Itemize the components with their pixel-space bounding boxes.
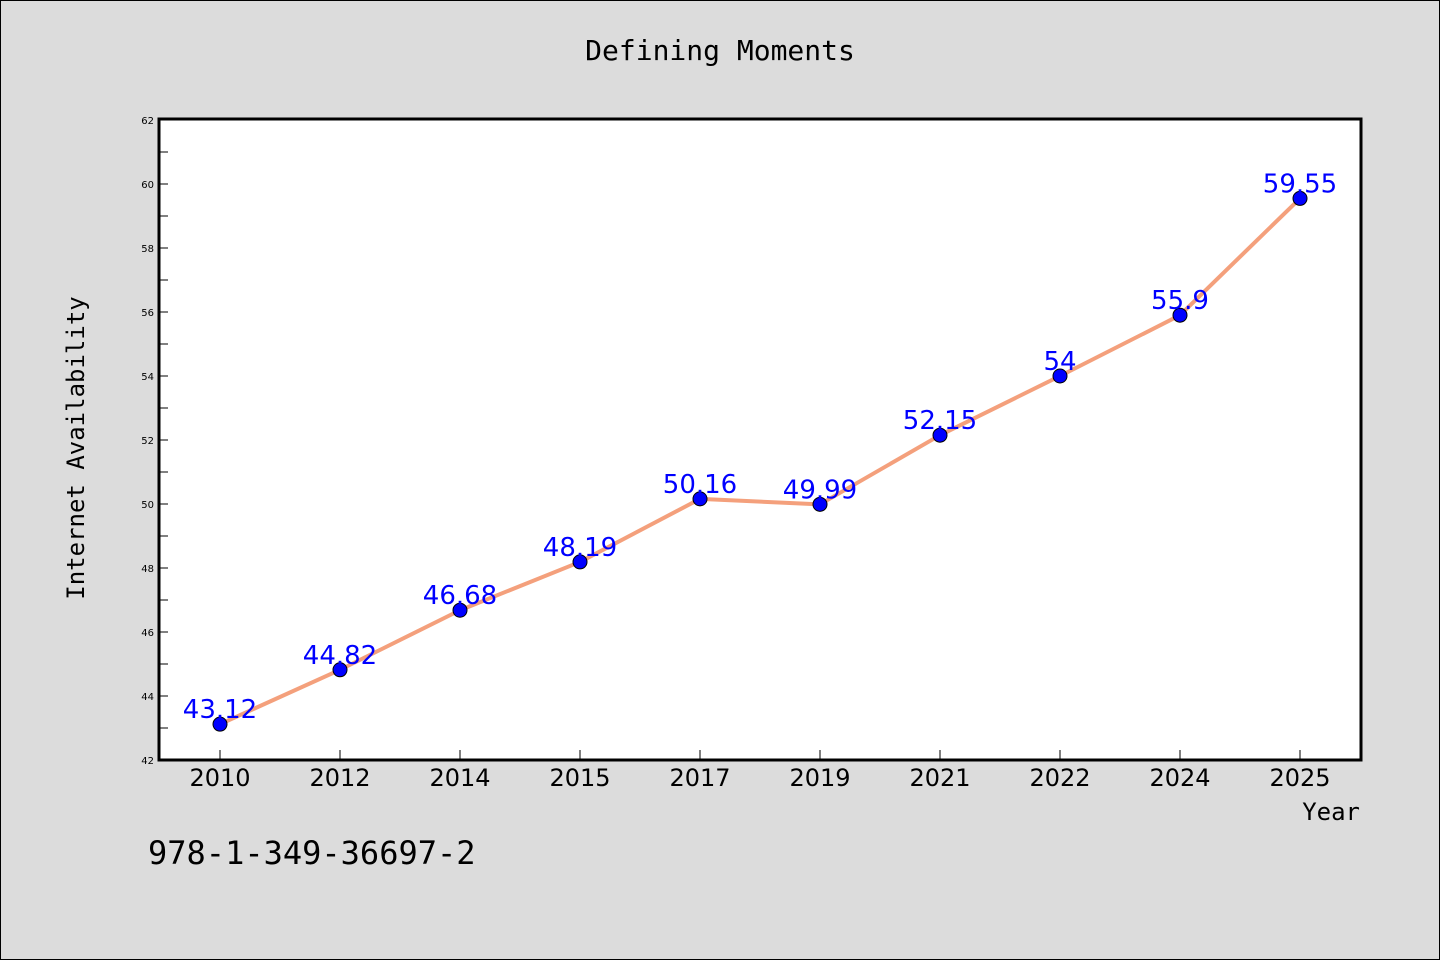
- data-point: [572, 554, 588, 570]
- x-tick-label: 2021: [909, 764, 970, 792]
- data-label: 59.55: [1263, 169, 1337, 199]
- series-line: [219, 196, 1302, 726]
- y-tick-label: 50: [141, 500, 154, 511]
- data-label: 46.68: [423, 581, 497, 611]
- y-tick-label: 56: [141, 308, 154, 319]
- data-label: 55.9: [1151, 286, 1209, 316]
- data-point: [212, 716, 228, 732]
- data-label: 50.16: [663, 470, 737, 500]
- x-axis-ticks: 2010 2012 2014 2015 2017 2019 2021 2022 2024 2025: [189, 750, 1331, 792]
- data-point: [1292, 190, 1308, 206]
- data-labels: 43.12 44.82 46.68 48.19 50.16 49.99 52.15 54 55.…: [183, 169, 1337, 725]
- data-point: [1052, 368, 1068, 384]
- y-tick-label: 46: [141, 628, 154, 639]
- x-tick-label: 2022: [1029, 764, 1090, 792]
- isbn-footnote: 978-1-349-36697-2: [148, 834, 476, 872]
- x-tick-label: 2014: [429, 764, 490, 792]
- y-tick-label: 44: [141, 692, 154, 703]
- data-point: [932, 427, 948, 443]
- y-tick-label: 54: [141, 372, 154, 383]
- chart-title: Defining Moments: [585, 34, 855, 67]
- data-label: 49.99: [783, 475, 857, 505]
- data-label: 48.19: [543, 533, 617, 563]
- data-point: [692, 491, 708, 507]
- data-points: [212, 190, 1308, 732]
- data-label: 54: [1043, 347, 1076, 377]
- x-tick-label: 2019: [789, 764, 850, 792]
- y-axis-label: Internet Availability: [62, 296, 90, 599]
- y-tick-label: 52: [141, 436, 154, 447]
- y-tick-label: 42: [141, 756, 154, 767]
- data-label: 44.82: [303, 641, 377, 671]
- x-tick-label: 2012: [309, 764, 370, 792]
- y-tick-label: 60: [141, 180, 154, 191]
- y-axis-ticks: 42 44 46 48 50 52 54 56 58 60 62: [141, 116, 168, 767]
- data-point: [452, 602, 468, 618]
- x-tick-label: 2017: [669, 764, 730, 792]
- x-axis-label: Year: [1302, 798, 1360, 826]
- y-tick-label: 62: [141, 116, 154, 127]
- data-label: 52.15: [903, 406, 977, 436]
- data-label: 43.12: [183, 695, 257, 725]
- data-point: [332, 662, 348, 678]
- x-tick-label: 2024: [1149, 764, 1210, 792]
- plot-area: [157, 117, 1363, 762]
- y-tick-label: 58: [141, 244, 154, 255]
- data-point: [812, 496, 828, 512]
- x-tick-label: 2010: [189, 764, 250, 792]
- data-point: [1172, 307, 1188, 323]
- y-tick-label: 48: [141, 564, 154, 575]
- x-tick-label: 2015: [549, 764, 610, 792]
- x-tick-label: 2025: [1269, 764, 1330, 792]
